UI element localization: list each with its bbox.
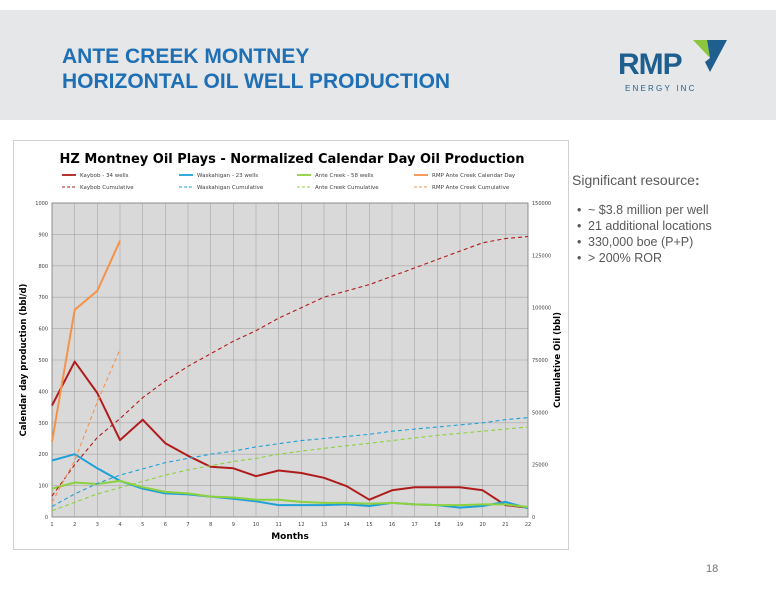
x-tick-label: 19	[457, 522, 463, 528]
x-tick-label: 8	[209, 522, 212, 528]
notes-bullet: 330,000 boe (P+P)	[572, 234, 772, 250]
x-axis-label: Months	[271, 532, 309, 542]
x-tick-label: 11	[275, 522, 281, 528]
y-tick-label: 0	[45, 515, 48, 521]
y-tick-label: 900	[38, 232, 48, 238]
logo-name: RMP	[618, 48, 683, 81]
y-tick-label: 100	[38, 484, 48, 490]
y2-tick-label: 125000	[532, 253, 551, 259]
grid	[51, 202, 529, 518]
notes-bullet-list: ~ $3.8 million per well 21 additional lo…	[572, 202, 772, 266]
y2-axis-label: Cumulative Oil (bbl)	[553, 312, 563, 408]
x-tick-label: 18	[434, 522, 440, 528]
y-tick-label: 500	[38, 358, 48, 364]
legend: Kaybob - 34 wells Waskahigan - 23 wells An…	[62, 173, 516, 191]
legend-entry: Kaybob Cumulative	[80, 185, 134, 191]
x-tick-label: 5	[141, 522, 144, 528]
notes-bullet: 21 additional locations	[572, 218, 772, 234]
legend-entry: Ante Creek Cumulative	[315, 185, 379, 191]
y-tick-label: 200	[38, 452, 48, 458]
series-line	[51, 349, 121, 503]
x-tick-label: 16	[389, 522, 395, 528]
series-line	[51, 360, 529, 509]
y-tick-label: 300	[38, 421, 48, 427]
legend-entry: Waskahigan - 23 wells	[197, 173, 258, 179]
x-tick-label: 6	[164, 522, 167, 528]
slide-title: ANTE CREEK MONTNEY HORIZONTAL OIL WELL P…	[62, 44, 450, 94]
x-tick-label: 1	[50, 522, 53, 528]
notes-heading-text: Significant resource	[572, 172, 695, 188]
x-tick-label: 12	[298, 522, 304, 528]
notes-heading: Significant resource:	[572, 172, 772, 188]
legend-entry: Kaybob - 34 wells	[80, 173, 129, 179]
y2-tick-label: 150000	[532, 201, 551, 207]
series-line	[51, 426, 529, 512]
x-tick-label: 7	[186, 522, 189, 528]
y-axis-label: Calendar day production (bbl/d)	[19, 283, 29, 436]
x-tick-label: 2	[73, 522, 76, 528]
y2-tick-label: 100000	[532, 306, 551, 312]
x-tick-label: 14	[343, 522, 349, 528]
notes-heading-suffix: :	[694, 172, 700, 188]
legend-entry: RMP Ante Creek Calendar Day	[432, 173, 516, 179]
y2-tick-label: 0	[532, 515, 535, 521]
legend-entry: Waskahigan Cumulative	[197, 185, 264, 191]
header-band	[0, 10, 776, 120]
slide-title-line-1: ANTE CREEK MONTNEY	[62, 45, 310, 68]
y2-tick-label: 50000	[532, 410, 548, 416]
production-chart: HZ Montney Oil Plays - Normalized Calend…	[13, 140, 569, 550]
series-line	[51, 417, 529, 507]
x-tick-label: 22	[525, 522, 531, 528]
chevron-check-logo-mark-icon	[693, 40, 727, 72]
series-line	[51, 479, 529, 508]
x-tick-label: 20	[479, 522, 485, 528]
legend-entry: Ante Creek - 58 wells	[315, 173, 374, 179]
chart-canvas: HZ Montney Oil Plays - Normalized Calend…	[19, 152, 563, 542]
chart-title: HZ Montney Oil Plays - Normalized Calend…	[60, 152, 525, 167]
x-tick-label: 15	[366, 522, 372, 528]
plot-border	[51, 202, 529, 518]
legend-entry: RMP Ante Creek Cumulative	[432, 185, 510, 191]
x-tick-label: 13	[321, 522, 327, 528]
x-tick-label: 4	[118, 522, 121, 528]
y2-tick-label: 75000	[532, 358, 548, 364]
x-tick-label: 10	[253, 522, 259, 528]
notes-bullet: ~ $3.8 million per well	[572, 202, 772, 218]
y-tick-label: 700	[38, 295, 48, 301]
logo-subtitle: ENERGY INC	[625, 84, 697, 93]
notes-panel: Significant resource: ~ $3.8 million per…	[572, 172, 772, 266]
y-tick-label: 1000	[35, 201, 48, 207]
x-tick-label: 17	[411, 522, 417, 528]
notes-bullet: > 200% ROR	[572, 250, 772, 266]
slide-title-line-2: HORIZONTAL OIL WELL PRODUCTION	[62, 70, 451, 93]
company-logo: RMP ENERGY INC	[618, 38, 730, 98]
page-number: 18	[706, 563, 719, 575]
y-tick-label: 400	[38, 389, 48, 395]
y-tick-label: 800	[38, 264, 48, 270]
series-layer	[51, 235, 529, 512]
y-tick-label: 600	[38, 327, 48, 333]
x-tick-label: 21	[502, 522, 508, 528]
y2-tick-label: 25000	[532, 463, 548, 469]
x-tick-label: 3	[96, 522, 99, 528]
x-tick-label: 9	[232, 522, 235, 528]
series-line	[51, 235, 529, 497]
series-line	[51, 240, 121, 442]
